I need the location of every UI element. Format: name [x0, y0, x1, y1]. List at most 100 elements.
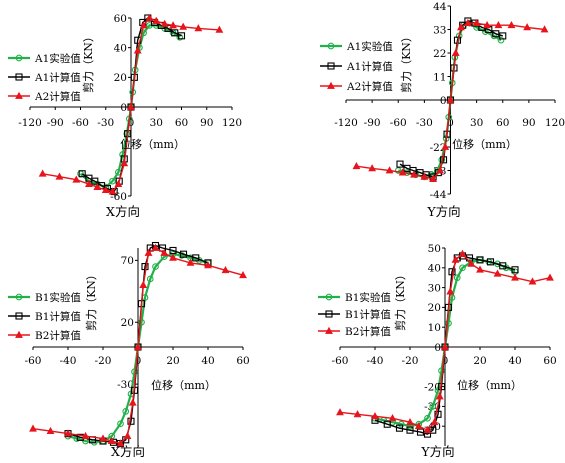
x-tick-label: -60: [332, 355, 349, 367]
y-tick-label: 40: [114, 42, 127, 54]
x-tick-label: 30: [150, 117, 163, 129]
data-point: [511, 273, 519, 281]
data-point: [394, 167, 402, 174]
data-point: [497, 36, 505, 44]
data-point: [438, 367, 445, 375]
legend-label: A1实验值: [346, 40, 393, 53]
x-axis-title: 位移（mm）: [452, 137, 517, 151]
y-tick-label: 50: [428, 243, 441, 255]
y-tick-label: 40: [428, 263, 441, 275]
data-point: [483, 21, 491, 29]
y-axis-title: 剪力（KN）: [81, 31, 95, 93]
x-tick-label: 60: [543, 355, 556, 367]
x-tick-label: 0: [128, 117, 135, 129]
y-tick-label: 20: [114, 72, 127, 84]
data-point: [139, 21, 148, 29]
data-point: [171, 29, 179, 37]
y-tick-label: 11: [433, 71, 446, 83]
data-point: [476, 256, 484, 264]
x-tick-label: -90: [47, 117, 64, 129]
data-point: [152, 263, 159, 270]
data-point: [239, 271, 247, 279]
data-point: [169, 246, 177, 255]
data-point: [192, 254, 200, 262]
data-point: [451, 255, 460, 263]
data-point: [114, 179, 123, 188]
y-tick-label: 30: [428, 282, 441, 294]
legend: B1实验值 B1计算值 B2计算值: [8, 291, 81, 342]
x-tick-label: -30: [416, 117, 433, 129]
data-point: [494, 21, 503, 29]
data-point: [507, 21, 516, 29]
data-point: [177, 32, 186, 40]
data-point: [117, 420, 124, 428]
data-point: [445, 319, 452, 327]
legend-marker: [325, 293, 333, 301]
data-point: [46, 426, 55, 435]
y-tick-label: 20: [121, 317, 134, 329]
data-point: [396, 160, 404, 168]
y-tick-label: 70: [121, 255, 134, 267]
data-point: [93, 182, 102, 190]
chart-caption: Y方向: [420, 444, 454, 459]
data-point: [151, 243, 160, 251]
data-point: [464, 18, 472, 26]
data-point: [128, 398, 137, 406]
data-point: [540, 25, 549, 33]
data-point: [528, 277, 537, 285]
x-tick-label: 20: [166, 355, 179, 367]
legend: A1实验值 A1计算值 A2计算值: [320, 40, 393, 93]
series-3: [38, 13, 224, 195]
x-tick-label: 90: [200, 117, 213, 129]
data-point: [116, 439, 125, 447]
x-tick-label: 40: [201, 355, 214, 367]
x-tick-label: 30: [470, 117, 483, 129]
data-point: [476, 265, 484, 273]
data-point: [429, 174, 437, 182]
data-point: [459, 264, 466, 272]
y-tick-label: -30: [117, 379, 134, 391]
data-point: [140, 29, 147, 37]
data-point: [453, 274, 461, 282]
data-point: [122, 408, 130, 415]
legend-label: B1实验值: [345, 291, 391, 304]
legend-marker: [327, 62, 335, 70]
y-tick-label: 0: [434, 342, 441, 354]
data-point: [123, 431, 132, 440]
x-axis-title: 位移（mm）: [457, 378, 522, 392]
x-tick-label: 0: [135, 355, 142, 367]
x-tick-label: -20: [95, 355, 112, 367]
data-point: [446, 287, 455, 295]
x-tick-label: 90: [522, 117, 535, 129]
legend-marker: [15, 73, 23, 81]
data-point: [81, 431, 90, 440]
data-point: [158, 244, 167, 252]
data-point: [99, 434, 107, 442]
data-point: [72, 175, 81, 183]
data-point: [29, 424, 37, 432]
y-axis-title: 剪力（KN）: [399, 31, 413, 93]
series-3: [336, 249, 554, 434]
data-point: [131, 368, 138, 376]
data-point: [179, 22, 188, 30]
data-point: [55, 172, 64, 180]
legend-marker: [15, 54, 23, 62]
y-tick-label: -22: [430, 142, 447, 154]
chart-caption: Y方向: [426, 204, 460, 219]
data-point: [410, 170, 418, 178]
chart-caption: X方向: [111, 444, 145, 459]
data-point: [164, 24, 172, 32]
legend: A1实验值 A1计算值 A2计算值: [8, 52, 81, 103]
data-point: [546, 273, 554, 281]
y-tick-label: -20: [424, 381, 441, 393]
legend-label: B2计算值: [35, 329, 81, 342]
data-point: [398, 168, 407, 176]
y-tick-label: 60: [114, 13, 127, 25]
legend-marker: [15, 330, 23, 338]
data-point: [406, 426, 414, 434]
data-point: [215, 25, 224, 33]
data-point: [435, 392, 444, 400]
y-tick-label: 44: [433, 1, 447, 13]
y-tick-label: 0: [440, 95, 447, 107]
data-point: [64, 429, 72, 437]
